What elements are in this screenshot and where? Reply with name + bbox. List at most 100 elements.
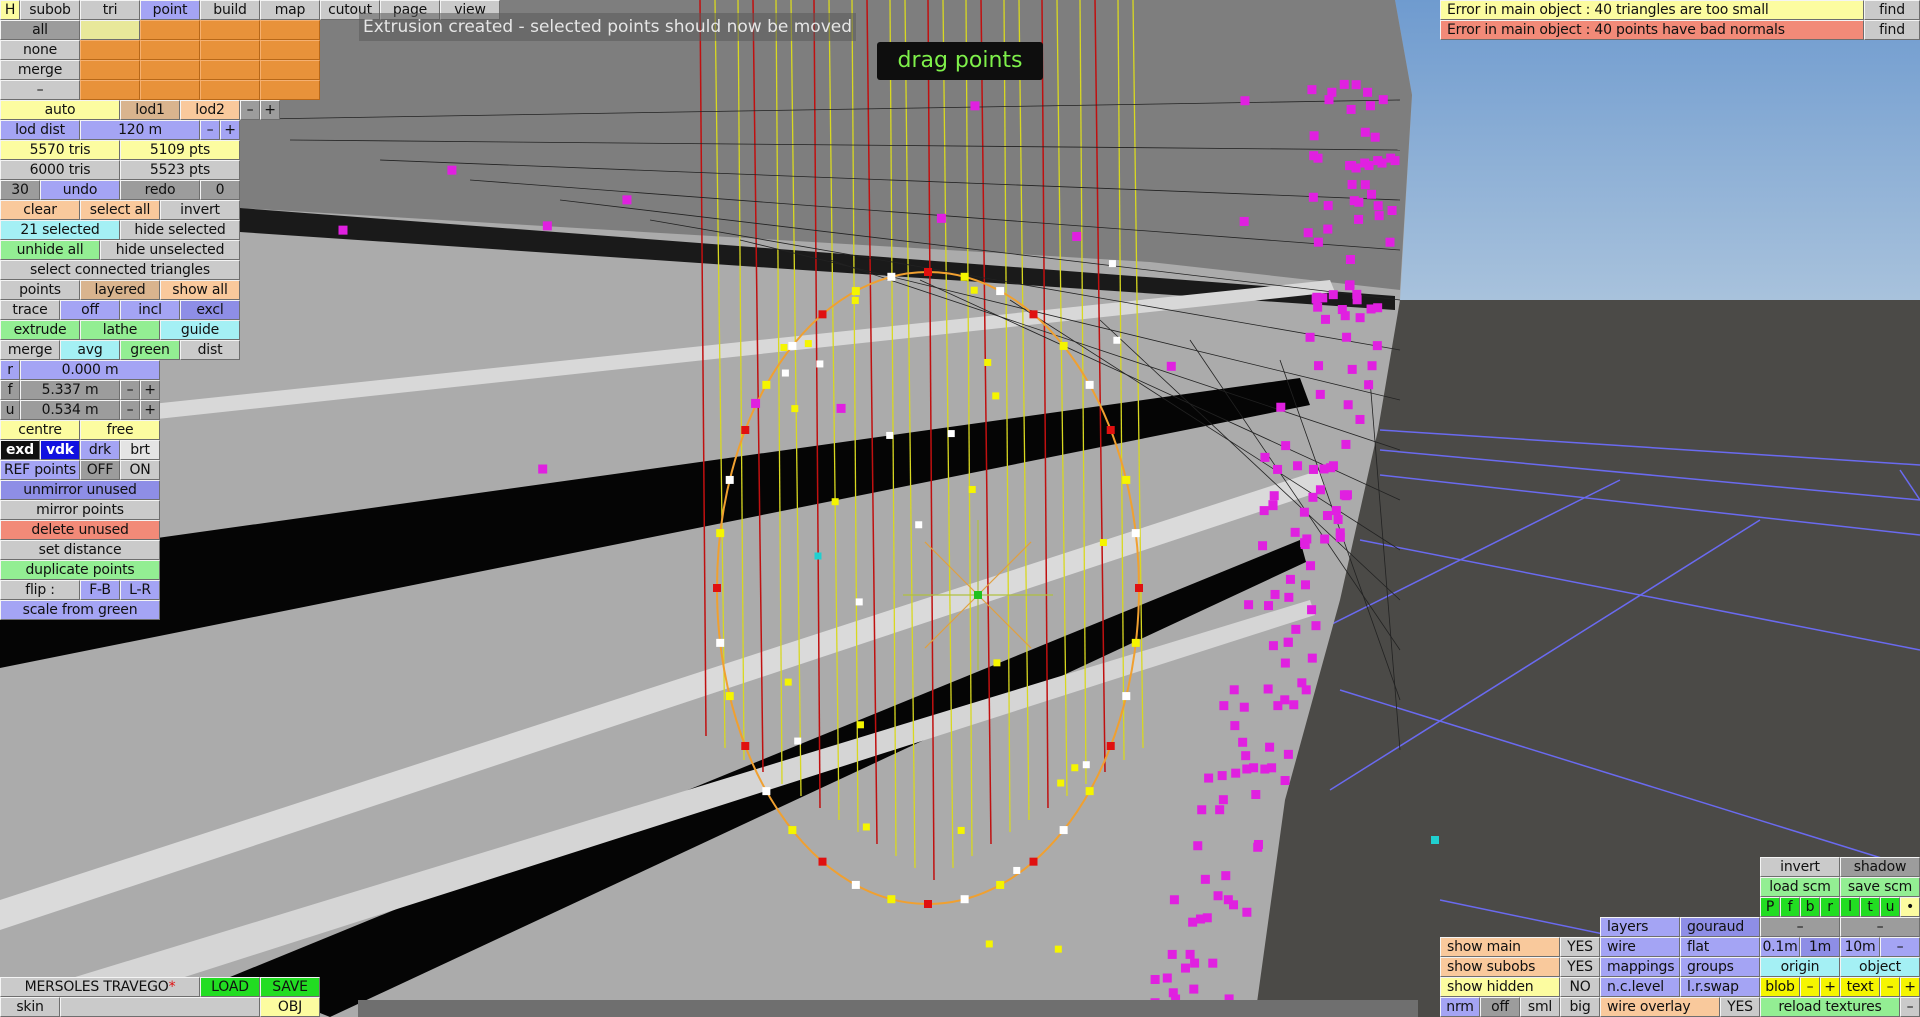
normals-off-button[interactable]: off (1480, 997, 1520, 1017)
lod2-button[interactable]: lod2 (180, 100, 240, 120)
shadow-button[interactable]: shadow (1840, 857, 1920, 877)
flat-button[interactable]: flat (1680, 937, 1760, 957)
reload-textures-button[interactable]: reload textures (1760, 997, 1900, 1017)
layer-cell[interactable] (80, 80, 140, 100)
normals-sml-button[interactable]: sml (1520, 997, 1560, 1017)
gouraud-button[interactable]: gouraud (1680, 917, 1760, 937)
layer-cell[interactable] (140, 60, 200, 80)
select-merge-button[interactable]: merge (0, 60, 80, 80)
find-button[interactable]: find (1864, 0, 1920, 20)
ref-on-button[interactable]: ON (120, 460, 160, 480)
view-b-button[interactable]: b (1800, 897, 1820, 917)
layer-cell[interactable] (80, 20, 140, 40)
blob-minus-button[interactable]: – (1800, 977, 1820, 997)
vertex-points[interactable] (338, 79, 1439, 1008)
view-r-button[interactable]: r (1820, 897, 1840, 917)
view-u-button[interactable]: u (1880, 897, 1900, 917)
normals-big-button[interactable]: big (1560, 997, 1600, 1017)
invert-button[interactable]: invert (1760, 857, 1840, 877)
scale-from-green-button[interactable]: scale from green (0, 600, 160, 620)
avg-button[interactable]: avg (60, 340, 120, 360)
grid-10m-button[interactable]: 10m (1840, 937, 1880, 957)
centre-button[interactable]: centre (0, 420, 80, 440)
clear-button[interactable]: clear (0, 200, 80, 220)
layer-cell[interactable] (200, 60, 260, 80)
tab-tri[interactable]: tri (80, 0, 140, 20)
wire-button[interactable]: wire (1600, 937, 1680, 957)
flip-lr-button[interactable]: L-R (120, 580, 160, 600)
trace-incl-button[interactable]: incl (120, 300, 180, 320)
lr-swap-button[interactable]: l.r.swap (1680, 977, 1760, 997)
merge-button[interactable]: merge (0, 340, 60, 360)
load-button[interactable]: LOAD (200, 977, 260, 997)
unhide-all-button[interactable]: unhide all (0, 240, 100, 260)
invert-selection-button[interactable]: invert (160, 200, 240, 220)
view-f-button[interactable]: f (1780, 897, 1800, 917)
show-main-toggle[interactable]: YES (1560, 937, 1600, 957)
set-distance-button[interactable]: set distance (0, 540, 160, 560)
ref-off-button[interactable]: OFF (80, 460, 120, 480)
dist-button[interactable]: dist (180, 340, 240, 360)
trace-excl-button[interactable]: excl (180, 300, 240, 320)
groups-button[interactable]: groups (1680, 957, 1760, 977)
lod-dist-minus[interactable]: – (200, 120, 220, 140)
text-plus-button[interactable]: + (1900, 977, 1920, 997)
reload-dash-button[interactable]: – (1900, 997, 1920, 1017)
tab-subob[interactable]: subob (20, 0, 80, 20)
save-scm-button[interactable]: save scm (1840, 877, 1920, 897)
flip-fb-button[interactable]: F-B (80, 580, 120, 600)
lod-dist-value[interactable]: 120 m (80, 120, 200, 140)
layer-cell[interactable] (140, 40, 200, 60)
free-button[interactable]: free (80, 420, 160, 440)
view-t-button[interactable]: t (1860, 897, 1880, 917)
drk-button[interactable]: drk (80, 440, 120, 460)
skin-field[interactable] (60, 997, 260, 1017)
lod-plus-button[interactable]: + (260, 100, 280, 120)
grid-0.1m-button[interactable]: 0.1m (1760, 937, 1800, 957)
mirror-points-button[interactable]: mirror points (0, 500, 160, 520)
text-minus-button[interactable]: – (1880, 977, 1900, 997)
show-all-button[interactable]: show all (160, 280, 240, 300)
show-subobs-toggle[interactable]: YES (1560, 957, 1600, 977)
save-button[interactable]: SAVE (260, 977, 320, 997)
lod1-button[interactable]: lod1 (120, 100, 180, 120)
u-value[interactable]: 0.534 m (20, 400, 120, 420)
layered-button[interactable]: layered (80, 280, 160, 300)
undo-button[interactable]: undo (40, 180, 120, 200)
hide-unselected-button[interactable]: hide unselected (100, 240, 240, 260)
layer-cell[interactable] (260, 20, 320, 40)
normals-nrm-button[interactable]: nrm (1440, 997, 1480, 1017)
layer-cell[interactable] (140, 80, 200, 100)
select-all-points-button[interactable]: select all (80, 200, 160, 220)
redo-button[interactable]: redo (120, 180, 200, 200)
tab-map[interactable]: map (260, 0, 320, 20)
trace-off-button[interactable]: off (60, 300, 120, 320)
load-scm-button[interactable]: load scm (1760, 877, 1840, 897)
unmirror-unused-button[interactable]: unmirror unused (0, 480, 160, 500)
select-dash-button[interactable]: – (0, 80, 80, 100)
bottom-scrollbar[interactable] (358, 1000, 1418, 1017)
lathe-button[interactable]: lathe (80, 320, 160, 340)
guide-button[interactable]: guide (160, 320, 240, 340)
tab-point[interactable]: point (140, 0, 200, 20)
view-l-button[interactable]: l (1840, 897, 1860, 917)
dash-button[interactable]: – (1760, 917, 1840, 937)
select-none-button[interactable]: none (0, 40, 80, 60)
exd-button[interactable]: exd (0, 440, 40, 460)
wire-overlay-toggle[interactable]: YES (1720, 997, 1760, 1017)
u-minus-button[interactable]: – (120, 400, 140, 420)
hide-selected-button[interactable]: hide selected (120, 220, 240, 240)
lod-dist-plus[interactable]: + (220, 120, 240, 140)
brt-button[interactable]: brt (120, 440, 160, 460)
layers-button[interactable]: layers (1600, 917, 1680, 937)
f-value[interactable]: 5.337 m (20, 380, 120, 400)
select-connected-button[interactable]: select connected triangles (0, 260, 240, 280)
duplicate-points-button[interactable]: duplicate points (0, 560, 160, 580)
r-value[interactable]: 0.000 m (20, 360, 160, 380)
grid-1m-button[interactable]: 1m (1800, 937, 1840, 957)
mappings-button[interactable]: mappings (1600, 957, 1680, 977)
view-p-button[interactable]: P (1760, 897, 1780, 917)
dash-button[interactable]: – (1840, 917, 1920, 937)
model-name[interactable]: MERSOLES TRAVEGO* (0, 977, 200, 997)
